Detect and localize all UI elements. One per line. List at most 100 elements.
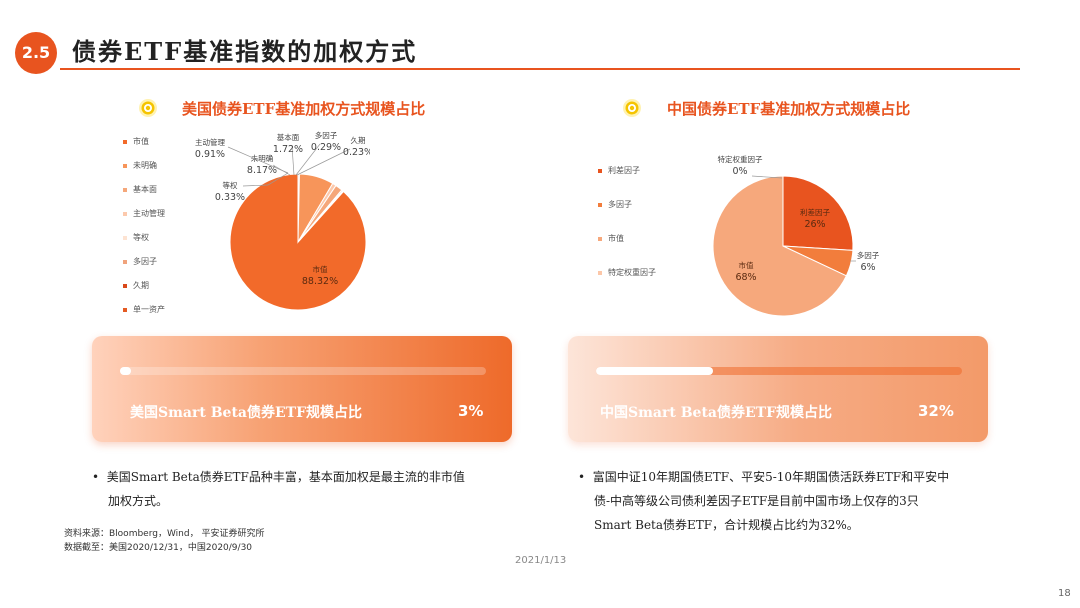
slice-label: 未明确 [251,153,274,163]
legend-swatch [598,202,602,207]
slice-value-label: 26% [804,219,825,230]
slice-label: 利差因子 [800,207,830,217]
legend-item: 多因子 [598,198,656,212]
source-line: 数据截至：美国2020/12/31，中国2020/9/30 [64,543,253,553]
leader-line [242,172,289,187]
slice-label: 多因子 [857,250,880,260]
pie-slice [712,175,848,317]
leader-line [227,146,289,174]
pie-slice [782,175,854,251]
target-icon [139,99,157,117]
legend-label: 等权 [133,233,149,242]
legend-swatch [123,211,127,216]
leader-line [296,148,351,176]
page-number: 18 [1058,588,1071,599]
cn-chart-legend: 利差因子多因子市值特定权重因子 [598,164,656,300]
legend-label: 基本面 [133,185,157,194]
slice-label: 等权 [223,180,238,190]
us-chart-title: 美国债券ETF基准加权方式规模占比 [182,100,426,118]
cn-pie-chart: 利差因子 26% 多因子 6% 市值 68% 特定权重因子 0% [712,154,880,317]
legend-swatch [598,168,602,173]
legend-swatch [123,283,127,288]
leader-line [751,175,783,179]
slice-value-label: 88.32% [302,276,338,287]
slice-label: 特定权重因子 [718,154,763,164]
slice-value-label: 0% [732,166,747,177]
bullet-icon: • [578,470,593,484]
legend-label: 利差因子 [608,166,640,175]
legend-label: 久期 [133,281,149,290]
title-divider [60,68,1020,70]
source-line: 资料来源：Bloomberg，Wind， 平安证券研究所 [64,529,265,539]
legend-item: 主动管理 [123,207,165,221]
card-label: 美国Smart Beta债券ETF规模占比 [130,405,363,421]
legend-item: 未明确 [123,159,165,173]
section-number-badge: 2.5 [15,32,57,74]
slice-label: 久期 [351,135,366,145]
legend-item: 单一资产 [123,303,165,317]
legend-label: 特定权重因子 [608,268,656,277]
bullet-line: 债-中高等级公司债利差因子ETF是目前中国市场上仅存的3只 [594,494,919,508]
legend-label: 市值 [133,137,149,146]
legend-item: 基本面 [123,183,165,197]
us-pie-chart: 市值 88.32% 等权 0.33% 未明确 8.17% 主动管理 0.91% 基本面 1.72%… [195,130,370,311]
bullet-line: Smart Beta债券ETF，合计规模占比约为32%。 [594,518,859,532]
slice-value-label: 1.72% [273,144,303,155]
legend-label: 多因子 [608,200,632,209]
us-bullet-point: • 美国Smart Beta债券ETF品种丰富，基本面加权是最主流的非市值 加权… [92,465,522,513]
cn-chart-title: 中国债券ETF基准加权方式规模占比 [667,100,911,118]
progress-fill [596,367,714,375]
legend-item: 市值 [598,232,656,246]
page-title: 债券ETF基准指数的加权方式 [72,37,418,66]
us-chart-legend: 市值未明确基本面主动管理等权多因子久期单一资产 [123,135,165,327]
bullet-line: 富国中证10年期国债ETF、平安5-10年期国债活跃券ETF和平安中 [592,470,950,484]
legend-swatch [123,187,127,192]
progress-track [596,367,962,375]
card-value: 3% [458,402,484,420]
slice-label: 市值 [739,260,754,270]
bullet-line: 美国Smart Beta债券ETF品种丰富，基本面加权是最主流的非市值 [106,470,465,484]
legend-swatch [123,307,127,312]
slice-label: 多因子 [315,130,338,140]
footer-date: 2021/1/13 [515,555,567,566]
progress-fill [120,367,131,375]
slice-label: 基本面 [277,132,300,142]
bullet-icon: • [92,470,107,484]
data-source-note: 资料来源：Bloomberg，Wind， 平安证券研究所 数据截至：美国2020… [64,527,264,555]
slice-label: 主动管理 [195,137,225,147]
card-value: 32% [918,402,954,420]
progress-track [120,367,486,375]
legend-label: 单一资产 [133,305,165,314]
us-smart-beta-card: 美国Smart Beta债券ETF规模占比 3% [92,336,512,442]
legend-swatch [598,236,602,241]
legend-label: 市值 [608,234,624,243]
legend-label: 多因子 [133,257,157,266]
legend-item: 多因子 [123,255,165,269]
slice-value-label: 0.29% [311,142,341,153]
legend-item: 利差因子 [598,164,656,178]
slice-value-label: 8.17% [247,165,277,176]
legend-item: 市值 [123,135,165,149]
slice-value-label: 0.91% [195,149,225,160]
slice-value-label: 0.33% [215,192,245,203]
slice-value-label: 6% [860,262,875,273]
legend-swatch [598,270,602,275]
legend-swatch [123,259,127,264]
legend-label: 主动管理 [133,209,165,218]
bullet-line: 加权方式。 [108,494,169,508]
slice-value-label: 0.23% [343,147,370,158]
leader-line [291,145,295,176]
card-label: 中国Smart Beta债券ETF规模占比 [600,405,833,421]
slice-value-label: 68% [735,272,756,283]
legend-swatch [123,235,127,240]
leader-line [295,143,321,176]
legend-swatch [123,139,127,144]
legend-item: 久期 [123,279,165,293]
slice-label: 市值 [313,264,328,274]
cn-smart-beta-card: 中国Smart Beta债券ETF规模占比 32% [568,336,988,442]
legend-item: 等权 [123,231,165,245]
legend-label: 未明确 [133,161,157,170]
legend-item: 特定权重因子 [598,266,656,280]
cn-bullet-point: • 富国中证10年期国债ETF、平安5-10年期国债活跃券ETF和平安中 债-中… [578,465,1018,537]
pie-slice [297,190,345,243]
